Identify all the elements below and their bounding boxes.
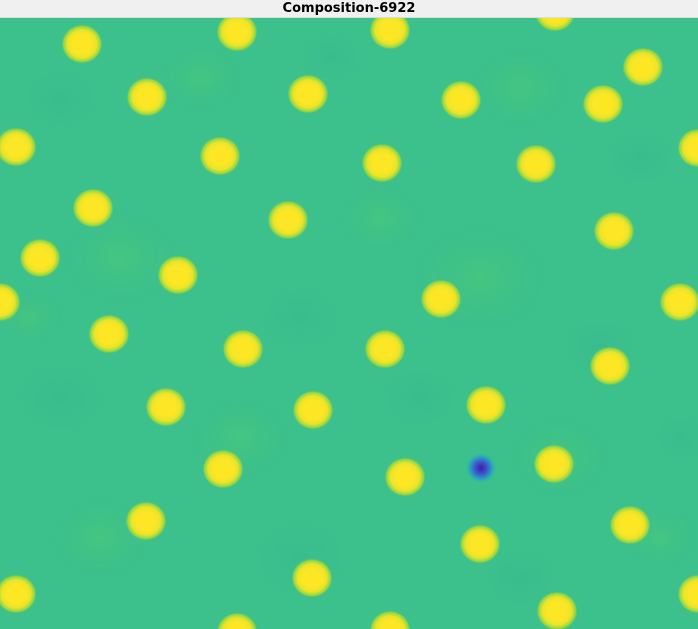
texture-patch bbox=[460, 40, 580, 136]
texture-patch bbox=[5, 54, 115, 142]
bright-spot bbox=[72, 188, 114, 228]
window-title: Composition-6922 bbox=[282, 0, 416, 16]
defects bbox=[465, 452, 497, 484]
bright-spot bbox=[364, 329, 406, 369]
bright-spot bbox=[384, 457, 426, 497]
texture-patch bbox=[50, 202, 190, 314]
bright-spot bbox=[145, 387, 187, 427]
bright-spot bbox=[216, 18, 258, 52]
bright-spot bbox=[420, 279, 462, 319]
bright-spot bbox=[369, 610, 411, 629]
bright-spot bbox=[199, 136, 241, 176]
texture-patch bbox=[0, 346, 125, 450]
bright-spot bbox=[157, 255, 199, 295]
texture-patch bbox=[150, 38, 250, 118]
texture-patch bbox=[230, 502, 370, 614]
bright-spot bbox=[61, 24, 103, 64]
bright-spot bbox=[582, 84, 624, 124]
bright-spot bbox=[125, 501, 167, 541]
bright-spots bbox=[0, 18, 698, 629]
bright-spot bbox=[515, 144, 557, 184]
bright-spot bbox=[593, 211, 635, 251]
background-texture bbox=[0, 22, 698, 622]
bright-spot bbox=[292, 390, 334, 430]
bright-spot bbox=[536, 591, 578, 629]
dark-defect-spot bbox=[465, 452, 497, 484]
texture-patch bbox=[590, 118, 690, 198]
texture-patch bbox=[240, 270, 360, 366]
bright-spot bbox=[216, 612, 258, 629]
bright-spot bbox=[534, 18, 576, 32]
texture-patch bbox=[330, 178, 430, 258]
pattern-field-canvas bbox=[0, 18, 698, 629]
bright-spot bbox=[0, 282, 21, 322]
bright-spot bbox=[659, 282, 698, 322]
bright-spot bbox=[609, 505, 651, 545]
bright-spot bbox=[88, 314, 130, 354]
bright-spot bbox=[126, 77, 168, 117]
bright-spot bbox=[222, 329, 264, 369]
bright-spot bbox=[533, 444, 575, 484]
bright-spot bbox=[0, 127, 37, 167]
bright-spot bbox=[677, 128, 698, 168]
title-bar: Composition-6922 bbox=[0, 0, 698, 18]
bright-spot bbox=[361, 143, 403, 183]
texture-patch bbox=[640, 406, 698, 470]
pattern-field-svg bbox=[0, 18, 698, 629]
texture-patch bbox=[365, 354, 475, 442]
bright-spot bbox=[287, 74, 329, 114]
bright-spot bbox=[202, 449, 244, 489]
bright-spot bbox=[677, 574, 698, 614]
bright-spot bbox=[459, 524, 501, 564]
bright-spot bbox=[369, 18, 411, 50]
bright-spot bbox=[291, 558, 333, 598]
bright-spot bbox=[589, 346, 631, 386]
bright-spot bbox=[19, 238, 61, 278]
bright-spot bbox=[622, 47, 664, 87]
bright-spot bbox=[0, 574, 37, 614]
bright-spot bbox=[267, 200, 309, 240]
bright-spot bbox=[465, 385, 507, 425]
bright-spot bbox=[440, 80, 482, 120]
